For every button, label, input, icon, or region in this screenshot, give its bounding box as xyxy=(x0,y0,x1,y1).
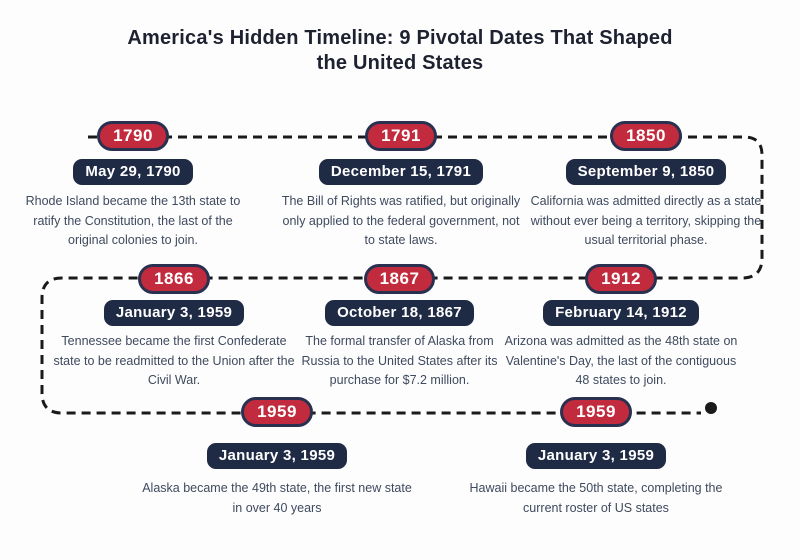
page-title: America's Hidden Timeline: 9 Pivotal Dat… xyxy=(127,27,673,74)
date-label: January 3, 1959 xyxy=(218,447,336,465)
year-label: 1959 xyxy=(576,402,616,421)
date-badge: January 3, 1959 xyxy=(103,300,245,327)
entry-description: California was admitted directly as a st… xyxy=(530,194,762,248)
timeline-entry-1867: 1867 October 18, 1867 The formal transfe… xyxy=(287,264,512,391)
entry-description: Alaska became the 49th state, the first … xyxy=(142,481,412,515)
year-label: 1791 xyxy=(381,126,421,145)
date-badge: January 3, 1959 xyxy=(206,443,348,470)
year-label: 1959 xyxy=(257,402,297,421)
timeline-entry-1959-hawaii: 1959 January 3, 1959 Hawaii became the 5… xyxy=(451,397,741,518)
year-pill: 1867 xyxy=(363,264,436,295)
date-label: October 18, 1867 xyxy=(337,304,462,322)
entry-description: Rhode Island became the 13th state to ra… xyxy=(25,194,241,248)
timeline-end-dot xyxy=(705,402,717,414)
date-label: January 3, 1959 xyxy=(115,304,233,322)
year-label: 1867 xyxy=(379,269,420,288)
year-pill: 1959 xyxy=(560,397,632,428)
year-label: 1866 xyxy=(154,269,194,288)
timeline-entry-1866: 1866 January 3, 1959 Tennessee became th… xyxy=(49,264,299,391)
date-label: February 14, 1912 xyxy=(555,304,687,322)
year-pill: 1912 xyxy=(585,264,657,295)
year-label: 1850 xyxy=(626,126,666,145)
date-badge: May 29, 1790 xyxy=(73,159,193,186)
year-pill: 1959 xyxy=(241,397,313,428)
date-badge: February 14, 1912 xyxy=(543,300,699,327)
timeline-entry-1790: 1790 May 29, 1790 Rhode Island became th… xyxy=(13,121,253,251)
date-badge: September 9, 1850 xyxy=(565,159,727,186)
timeline-entry-1959-alaska: 1959 January 3, 1959 Alaska became the 4… xyxy=(137,397,417,518)
date-label: January 3, 1959 xyxy=(537,447,655,465)
date-badge: January 3, 1959 xyxy=(525,443,667,470)
date-label: May 29, 1790 xyxy=(85,163,181,181)
entry-description: Arizona was admitted as the 48th state o… xyxy=(504,334,738,388)
date-badge: December 15, 1791 xyxy=(318,159,484,186)
year-pill: 1790 xyxy=(97,121,169,152)
year-label: 1912 xyxy=(601,269,641,288)
entry-description: The Bill of Rights was ratified, but ori… xyxy=(281,194,521,248)
year-pill: 1850 xyxy=(610,121,682,152)
year-label: 1790 xyxy=(113,126,153,145)
timeline-entry-1912: 1912 February 14, 1912 Arizona was admit… xyxy=(501,264,741,391)
date-label: December 15, 1791 xyxy=(330,163,472,181)
date-label: September 9, 1850 xyxy=(577,163,715,181)
entry-description: The formal transfer of Alaska from Russi… xyxy=(301,334,498,388)
date-badge: October 18, 1867 xyxy=(325,300,474,327)
entry-description: Hawaii became the 50th state, completing… xyxy=(469,481,723,515)
entry-description: Tennessee became the first Confederate s… xyxy=(53,334,295,388)
timeline-entry-1850: 1850 September 9, 1850 California was ad… xyxy=(522,121,770,251)
timeline-entry-1791: 1791 December 15, 1791 The Bill of Right… xyxy=(281,121,521,251)
year-pill: 1791 xyxy=(365,121,437,152)
year-pill: 1866 xyxy=(138,264,210,295)
